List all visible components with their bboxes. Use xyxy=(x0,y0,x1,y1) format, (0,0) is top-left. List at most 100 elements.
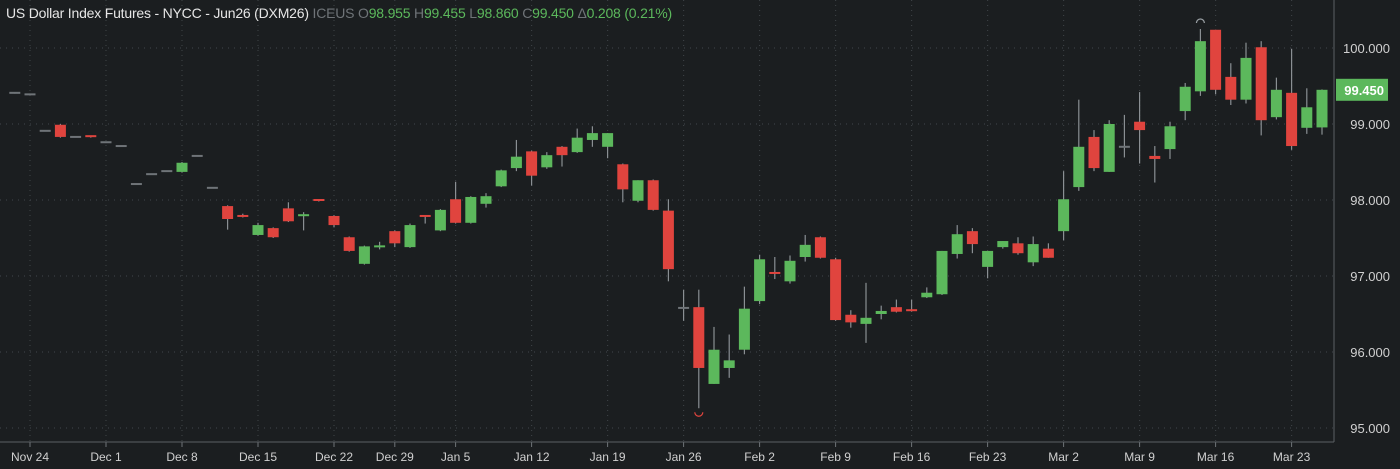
candle-body xyxy=(875,310,887,314)
candle xyxy=(951,225,963,259)
candle-body xyxy=(1088,136,1100,169)
candle-body xyxy=(1149,155,1161,159)
candle xyxy=(678,289,690,321)
high-label: H xyxy=(414,5,424,21)
candle-body xyxy=(510,156,522,169)
candle xyxy=(1286,48,1298,150)
candle xyxy=(24,93,36,96)
candle xyxy=(693,289,705,409)
x-tick-label: Jan 26 xyxy=(666,450,702,464)
x-tick-label: Jan 5 xyxy=(441,450,471,464)
candle xyxy=(556,146,568,167)
close-value: 99.450 xyxy=(532,5,574,21)
candle-body xyxy=(450,199,462,223)
candle xyxy=(617,163,629,203)
candle-body xyxy=(1240,57,1252,100)
candle xyxy=(176,162,188,173)
candle xyxy=(1316,89,1328,135)
candle-body xyxy=(54,124,66,137)
x-tick-label: Mar 9 xyxy=(1124,450,1155,464)
candle-body xyxy=(328,215,340,226)
candle-body xyxy=(1194,41,1206,92)
change-value: 0.208 (0.21%) xyxy=(586,5,673,21)
candle xyxy=(966,228,978,254)
candle xyxy=(54,124,66,138)
high-value: 99.455 xyxy=(423,5,466,21)
candle-body xyxy=(1073,146,1085,188)
candle-body xyxy=(693,307,705,368)
candle-body xyxy=(1286,92,1298,147)
candle xyxy=(237,213,249,218)
candle-body xyxy=(176,162,188,172)
instrument-title: US Dollar Index Futures - NYCC - Jun26 (… xyxy=(6,5,309,21)
chart-header: US Dollar Index Futures - NYCC - Jun26 (… xyxy=(6,5,672,21)
candle xyxy=(282,202,294,223)
x-tick-label: Dec 29 xyxy=(376,450,414,464)
candle xyxy=(1058,171,1070,241)
candle xyxy=(997,241,1009,249)
candle-body xyxy=(1301,107,1313,128)
candle-body xyxy=(906,309,918,312)
open-label: O xyxy=(358,5,369,21)
candle xyxy=(115,145,127,148)
candle-body xyxy=(1255,47,1267,121)
candle-body xyxy=(830,259,842,321)
candle xyxy=(1255,41,1267,136)
candle xyxy=(343,236,355,252)
candle-body xyxy=(1179,86,1191,112)
candle-body xyxy=(85,135,97,138)
candle xyxy=(1012,237,1024,255)
candle-body xyxy=(343,237,355,251)
candle-body xyxy=(754,259,766,302)
candle-body xyxy=(647,180,659,210)
candle-body xyxy=(146,173,158,176)
candle-body xyxy=(982,250,994,267)
candle-body xyxy=(9,91,21,94)
candle-body xyxy=(1164,126,1176,150)
candle-body xyxy=(951,234,963,254)
candle-body xyxy=(814,237,826,258)
candle xyxy=(1149,146,1161,183)
candle xyxy=(738,286,750,355)
candle-body xyxy=(358,246,370,264)
y-tick-label: 98.000 xyxy=(1350,193,1390,208)
candle-body xyxy=(404,225,416,248)
candle-body xyxy=(298,214,310,217)
candle-body xyxy=(662,210,674,270)
candle xyxy=(784,255,796,284)
candle-body xyxy=(374,245,386,248)
candle-body xyxy=(966,231,978,245)
candle xyxy=(1225,63,1237,105)
candle-body xyxy=(419,214,431,217)
candle xyxy=(191,154,203,157)
candle xyxy=(9,91,21,94)
candle-body xyxy=(1270,89,1282,118)
candle xyxy=(465,196,477,224)
candle-body xyxy=(678,306,690,309)
candle xyxy=(70,135,82,138)
y-tick-label: 96.000 xyxy=(1350,345,1390,360)
candle xyxy=(541,152,553,169)
candle-body xyxy=(1103,124,1115,172)
candle xyxy=(1042,243,1054,258)
x-tick-label: Jan 19 xyxy=(590,450,626,464)
low-value: 98.860 xyxy=(476,5,519,21)
x-tick-label: Feb 2 xyxy=(744,450,775,464)
candle xyxy=(1103,120,1115,172)
candle xyxy=(1301,88,1313,134)
x-tick-label: Dec 8 xyxy=(166,450,198,464)
candle xyxy=(1118,114,1130,158)
x-tick-label: Dec 1 xyxy=(90,450,122,464)
candle xyxy=(1194,29,1206,96)
candle xyxy=(860,282,872,343)
candle xyxy=(374,241,386,250)
candle-body xyxy=(921,292,933,298)
candle xyxy=(1027,236,1039,267)
candle-body xyxy=(313,199,325,201)
candle-body xyxy=(1058,199,1070,232)
candle xyxy=(890,299,902,313)
candle-body xyxy=(890,307,902,312)
last-price-tag xyxy=(1336,78,1388,101)
candle-body xyxy=(845,314,857,323)
